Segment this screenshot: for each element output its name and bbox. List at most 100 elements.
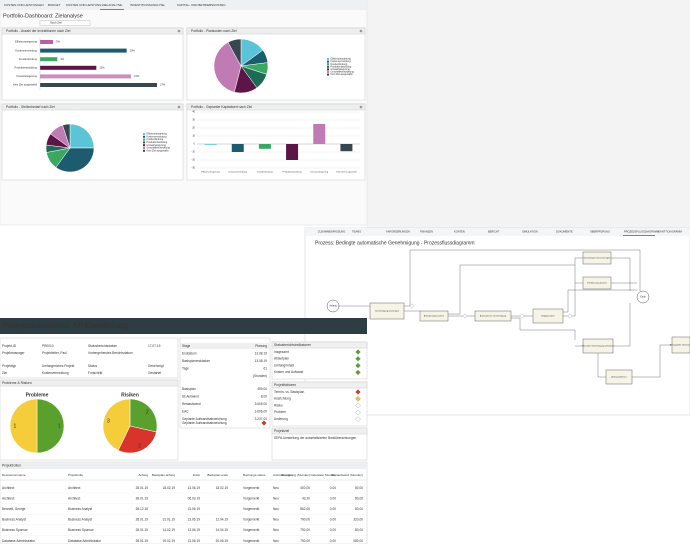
flow-connector	[563, 289, 637, 313]
gateway	[409, 303, 415, 309]
pie-slice	[227, 38, 242, 67]
indicator	[355, 362, 361, 369]
indicator-title: Projektfaktoren	[274, 383, 296, 387]
flow-connector	[632, 344, 672, 378]
bar	[258, 144, 271, 149]
legend-label: Produktentwicklung	[147, 141, 168, 144]
goal-text: SEPA Umstellung der automatisierten Bank…	[274, 436, 357, 440]
stage-cell: Ist-Aufwand	[182, 394, 199, 398]
table-cell: 14.04.19	[216, 528, 229, 532]
bar	[204, 144, 217, 145]
pie-slice	[62, 123, 71, 149]
tab[interactable]: FINANZEN	[420, 230, 433, 234]
bar	[40, 83, 157, 87]
legend-label: Geschäftsentwicklung	[147, 147, 171, 150]
tab[interactable]: DOKUMENTE	[556, 230, 573, 234]
legend-label: Kundenbindung	[147, 138, 164, 141]
y-tick-label: -30	[192, 167, 196, 170]
tab[interactable]: SIMULATION	[522, 230, 538, 234]
bar-label: Umsatzsteigerung	[16, 74, 37, 78]
indicator	[355, 369, 361, 376]
indicator	[355, 402, 361, 409]
gear-icon[interactable]	[177, 29, 181, 33]
table-cell: Neu	[273, 486, 279, 490]
pie-slice	[102, 398, 131, 451]
bar	[340, 144, 353, 152]
panel-title: Portfolio - Plankosten nach Ziel	[191, 29, 237, 33]
tab[interactable]: ANFORDERUNGEN	[386, 230, 410, 234]
legend-label: Kundenbindung	[331, 63, 348, 66]
status-title: Projektstatusdetail: AP Erweiterung	[3, 321, 128, 330]
bar	[313, 124, 326, 144]
legend-swatch	[143, 144, 145, 147]
y-tick-label: -20	[192, 159, 196, 162]
stage-cell: Tage	[182, 367, 189, 371]
pie-slice	[129, 398, 158, 433]
goal-head	[271, 427, 368, 435]
info-panel	[0, 337, 179, 379]
stage-cell: 3.237,00	[255, 417, 268, 421]
tab[interactable]: GANTT-DIAGRAMM	[658, 230, 682, 234]
node-label: Budget prüfen	[541, 315, 555, 318]
x-tick-label: Kundenbindung	[257, 172, 273, 174]
indicator-label: Ablaufplan	[274, 357, 289, 361]
stage-cell: 8,00	[261, 394, 267, 398]
table-cell: Neu	[273, 496, 279, 500]
value-label: 3%	[56, 40, 60, 44]
legend-label: Kostenvermeidung	[147, 135, 168, 138]
table-cell: 0,00	[330, 486, 336, 490]
tab[interactable]: ZIELANALYSE	[102, 3, 122, 7]
indicator-label: Kosten und Aufwand	[274, 370, 303, 374]
info-cell: Vorhergehendes Berichtsdatum	[88, 351, 133, 355]
background-area	[367, 0, 690, 228]
bar-label: Effizienzsteigerung	[15, 40, 37, 44]
info-cell: Kostenvermeidung	[42, 371, 69, 375]
gear-icon[interactable]	[359, 105, 363, 109]
stage-cell: 13.08.19	[255, 351, 268, 355]
node-label: Manuelle Genehmigung anfordern	[582, 345, 614, 348]
tab[interactable]: ÜBERPRÜFUNG	[590, 230, 610, 234]
pie-slice	[9, 398, 38, 454]
table-cell: 13.06.19	[188, 518, 201, 522]
legend-swatch	[327, 60, 329, 63]
slice-label: 2	[146, 410, 149, 416]
tab[interactable]: BUDGET	[48, 3, 61, 7]
info-cell: Projektleiter, Paul	[42, 351, 67, 355]
tab[interactable]: KOSTEN UND LEISTUNG	[66, 3, 102, 7]
bar	[40, 57, 58, 62]
table-cell: 790,00	[300, 539, 310, 543]
pie-slice	[213, 41, 242, 93]
legend-label: Kein Ziel ausgewählt	[147, 149, 169, 152]
tab[interactable]: KAPITAL- UND BETRIEBSKOSTEN	[177, 3, 225, 7]
indicator-label: Ausrichtung	[274, 397, 291, 401]
stage-cell: (Stunden)	[253, 374, 267, 378]
legend-swatch	[327, 65, 329, 68]
column-header: Projektrolle	[68, 473, 83, 477]
goal-title: Projektziel	[274, 429, 289, 433]
tab[interactable]: BERICHT	[488, 230, 500, 234]
legend-swatch	[143, 147, 145, 149]
table-cell: Architect	[2, 486, 15, 490]
table-cell: 13.06.19	[188, 486, 201, 490]
tab[interactable]: TEAMS	[352, 230, 361, 234]
gear-icon[interactable]	[177, 105, 181, 109]
table-cell: 080,00	[353, 539, 363, 543]
bar	[231, 144, 244, 152]
bar	[286, 144, 299, 160]
tab[interactable]: INVESTITIONSANALYSE	[130, 3, 164, 7]
gear-icon[interactable]	[359, 29, 363, 33]
column-header: Buchungs-status	[243, 473, 266, 477]
column-header: Anforderungen	[273, 473, 293, 477]
filter-box	[39, 20, 91, 26]
tab[interactable]: PROZESSFLUSSDIAGRAMM	[624, 230, 659, 234]
tab[interactable]: ZUSAMMENFASSUNG	[318, 230, 345, 234]
gateway	[519, 313, 525, 319]
table-cell: 80,00	[355, 528, 363, 532]
stage-cell: Geplante Aufwandsabweichung	[182, 421, 227, 425]
tab[interactable]: KOSTEN UND LEISTUNGEN	[4, 3, 44, 7]
info-cell: Projektmanager	[2, 351, 25, 355]
tab[interactable]: KONTEN	[454, 230, 465, 234]
table-cell: Business Analyst	[2, 518, 26, 522]
flow-event	[636, 290, 650, 304]
chart-panel	[186, 103, 366, 181]
